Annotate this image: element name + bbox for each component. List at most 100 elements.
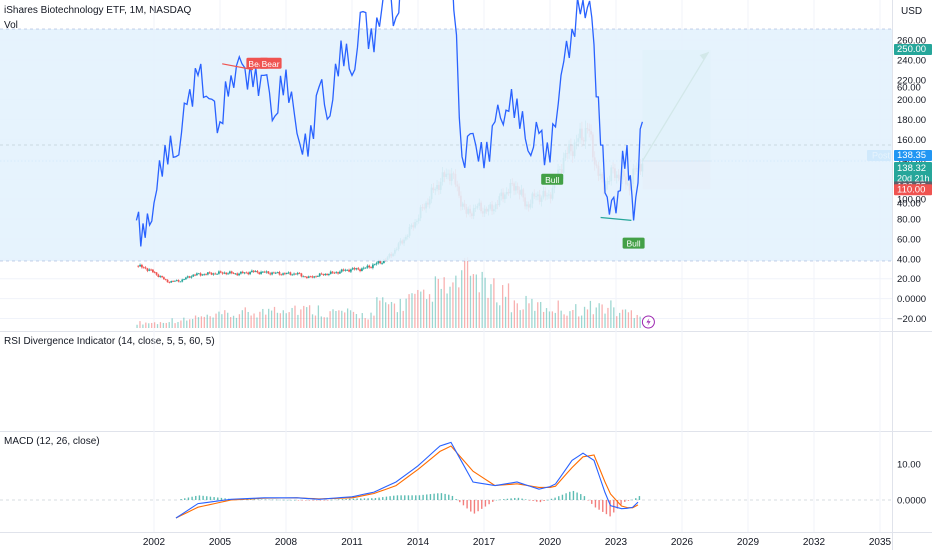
histogram-bar — [286, 499, 289, 501]
volume-bar — [209, 316, 211, 328]
candle-body — [236, 273, 239, 276]
macd-histogram — [180, 490, 641, 517]
volume-bar — [329, 311, 331, 328]
volume-bar — [314, 315, 317, 328]
candle-body — [383, 259, 385, 263]
volume-bar — [420, 291, 422, 328]
volume-bar — [627, 312, 630, 328]
histogram-bar — [470, 500, 472, 512]
x-tick-label: 2023 — [605, 537, 628, 548]
rsi-pane-title: RSI Divergence Indicator (14, close, 5, … — [4, 336, 215, 347]
histogram-bar — [492, 500, 494, 502]
histogram-bar — [378, 497, 380, 500]
volume-bar — [200, 316, 203, 328]
candle-body — [307, 276, 310, 278]
histogram-bar — [517, 497, 520, 500]
candle-body — [278, 272, 281, 275]
volume-bar — [341, 310, 343, 328]
volume-bar — [510, 312, 513, 328]
volume-bar — [390, 301, 393, 328]
volume-bar — [463, 257, 466, 328]
histogram-bar — [429, 494, 432, 500]
volume-bar — [502, 285, 504, 328]
candle-body — [258, 272, 261, 274]
candle-body — [379, 260, 382, 264]
candle-body — [262, 271, 264, 273]
histogram-bar — [503, 499, 505, 500]
volume-bar — [437, 278, 439, 328]
histogram-bar — [561, 494, 564, 500]
histogram-bar — [462, 500, 465, 506]
histogram-bar — [202, 495, 204, 500]
histogram-bar — [257, 499, 259, 500]
volume-bar — [598, 303, 600, 328]
histogram-bar — [180, 499, 182, 500]
candle-body — [339, 271, 341, 274]
histogram-bar — [594, 500, 597, 508]
volume-bar — [423, 289, 425, 328]
histogram-bar — [477, 500, 479, 512]
histogram-bar — [580, 494, 582, 500]
volume-bar — [589, 300, 592, 328]
histogram-bar — [206, 496, 208, 500]
macd-tick-label: 0.0000 — [897, 496, 926, 507]
volume-bar — [361, 313, 363, 328]
volume-bar — [364, 318, 366, 328]
histogram-bar — [220, 497, 223, 500]
histogram-bar — [440, 493, 443, 500]
candle-body — [225, 272, 228, 275]
volume-bar — [493, 278, 495, 328]
lightning-icon — [646, 318, 651, 326]
histogram-bar — [393, 495, 395, 500]
candle-body — [172, 281, 174, 282]
histogram-bar — [275, 499, 278, 501]
price-tick-label: 260.00 — [897, 36, 926, 47]
volume-bar — [572, 309, 574, 328]
candle-body — [221, 272, 224, 274]
volume-bar — [519, 310, 521, 328]
candle-body — [146, 268, 149, 271]
volume-bar — [250, 315, 252, 328]
histogram-bar — [415, 495, 417, 500]
candle-body — [359, 269, 361, 271]
histogram-bar — [338, 499, 340, 500]
histogram-bar — [363, 498, 366, 500]
candle-body — [203, 274, 206, 276]
histogram-bar — [605, 500, 608, 515]
candle-body — [328, 274, 330, 275]
candle-body — [148, 269, 151, 271]
volume-bar — [487, 297, 489, 328]
bear-label-bg — [259, 57, 282, 69]
histogram-bar — [495, 499, 498, 501]
histogram-bar — [528, 500, 531, 501]
volume-bar — [385, 302, 387, 328]
candle-body — [230, 271, 233, 274]
volume-bar — [610, 300, 612, 328]
volume-bar — [496, 302, 498, 328]
candle-body — [311, 276, 314, 278]
volume-bar — [294, 305, 296, 328]
candle-body — [315, 276, 317, 278]
histogram-bar — [631, 499, 633, 501]
candle-body — [313, 276, 316, 278]
volume-bar — [227, 312, 229, 328]
volume-bar — [253, 313, 255, 328]
histogram-bar — [411, 495, 413, 500]
candle-body — [252, 270, 255, 272]
price-tick-label: 240.00 — [897, 55, 926, 66]
histogram-bar — [345, 498, 347, 500]
candle-body — [285, 273, 288, 274]
histogram-bar — [609, 500, 611, 517]
candle-body — [274, 272, 277, 274]
histogram-bar — [349, 498, 351, 500]
candle-body — [302, 276, 305, 278]
candle-body — [267, 271, 270, 274]
volume-bar — [238, 314, 241, 328]
volume-bar — [244, 307, 246, 328]
histogram-bar — [195, 495, 197, 500]
candle-body — [144, 267, 147, 269]
volume-bar — [168, 322, 170, 328]
candle-body — [188, 276, 191, 278]
histogram-bar — [308, 500, 311, 501]
